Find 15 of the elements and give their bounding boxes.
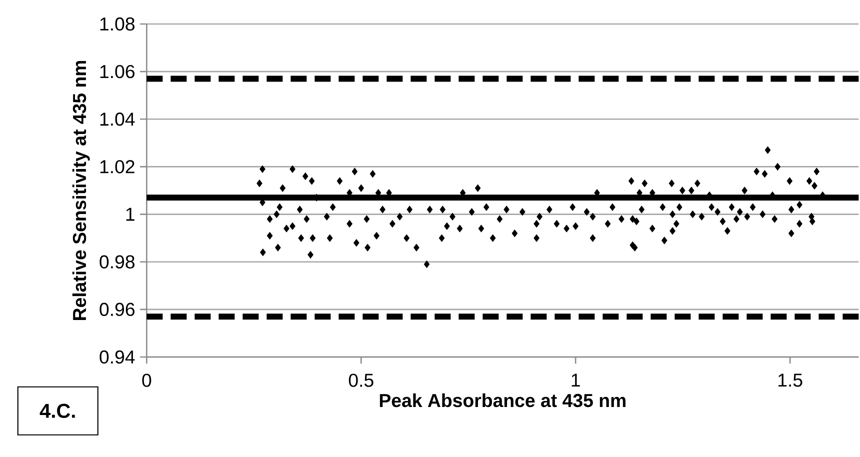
- y-tick-label: 1.06: [100, 64, 134, 78]
- y-tick-label: 0.96: [100, 302, 134, 316]
- y-tick-label: 1: [126, 208, 134, 221]
- x-tick-label: 1: [572, 374, 580, 387]
- x-tick-label: 0.5: [348, 374, 374, 387]
- y-tick-label: 1.02: [100, 160, 134, 174]
- y-axis-title: Relative Sensitivity at 435 nm: [72, 60, 90, 320]
- y-tick-label: 0.98: [100, 255, 134, 268]
- y-tick-label: 1.08: [100, 17, 134, 31]
- x-tick-label: 0: [142, 374, 152, 387]
- y-tick-label: 1.04: [100, 112, 135, 126]
- x-tick-label: 1.5: [778, 374, 802, 387]
- y-tick-label: 0.94: [100, 350, 135, 364]
- text: 4.C.: [40, 404, 75, 418]
- x-axis-title: Peak Absorbance at 435 nm: [380, 393, 626, 408]
